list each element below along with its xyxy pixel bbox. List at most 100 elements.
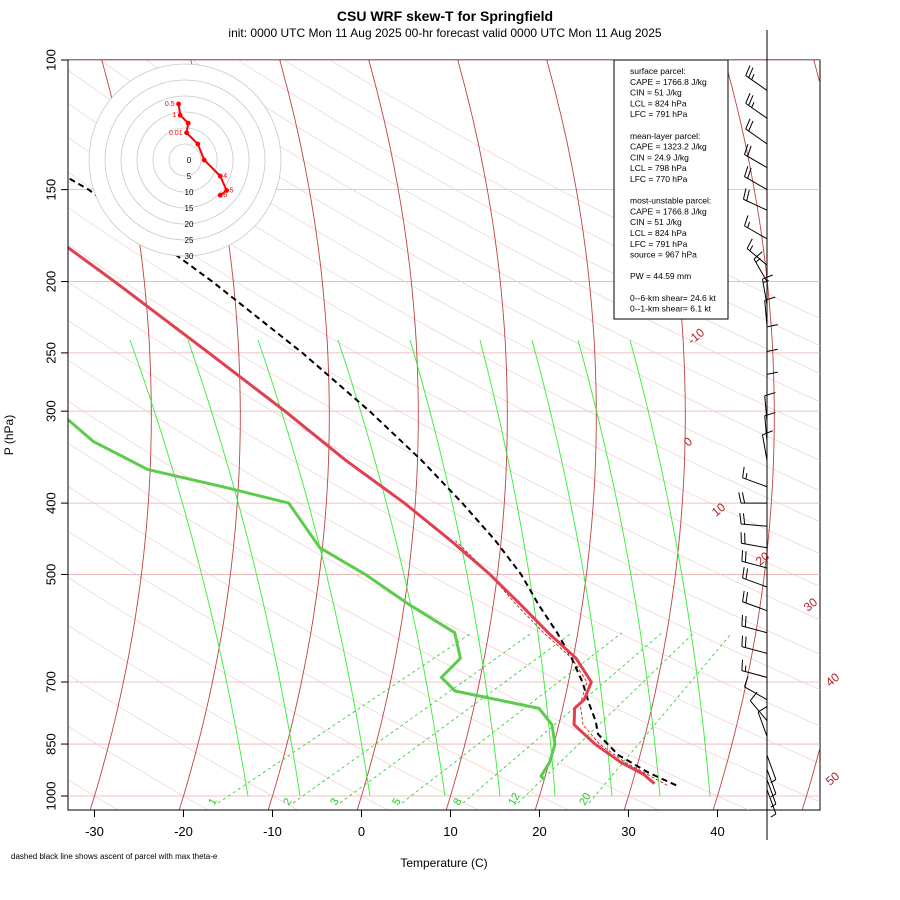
dry-adiabat-line bbox=[68, 530, 569, 810]
wind-barb-shaft bbox=[741, 646, 768, 654]
moist-adiabat-line bbox=[577, 339, 661, 797]
wind-barb-flag bbox=[748, 120, 754, 132]
info-box-line: 0--1-km shear= 6.1 kt bbox=[630, 304, 712, 314]
x-tick-label: 10 bbox=[443, 824, 457, 839]
wind-barb-shaft bbox=[766, 789, 777, 815]
wind-barb-flag bbox=[762, 274, 773, 280]
wind-barb-flag bbox=[766, 348, 778, 352]
wind-barb bbox=[739, 512, 768, 527]
dry-adiabat-line bbox=[68, 400, 820, 803]
wind-barb-shaft bbox=[766, 779, 777, 805]
isotherm-line bbox=[623, 60, 686, 810]
wind-barb-flag bbox=[741, 550, 744, 562]
moist-adiabat-line bbox=[629, 339, 711, 797]
wind-barb bbox=[741, 659, 768, 678]
dry-adiabat-line bbox=[68, 725, 209, 810]
wind-barb-shaft bbox=[742, 601, 768, 612]
wind-barb-flag bbox=[742, 188, 747, 200]
wind-barb bbox=[766, 324, 778, 353]
wind-barb-flag bbox=[741, 492, 746, 504]
mixing-ratio-label: 2 bbox=[281, 796, 294, 807]
mixing-ratio-line bbox=[462, 632, 663, 804]
wind-barb-flag bbox=[742, 590, 745, 602]
isotherm-line bbox=[445, 60, 508, 810]
wind-barb-shaft bbox=[741, 560, 768, 569]
dry-adiabat-line bbox=[68, 137, 820, 555]
hodograph-point bbox=[177, 112, 183, 118]
hodograph-point bbox=[224, 188, 230, 193]
wind-barb bbox=[761, 274, 773, 305]
chart-title: CSU WRF skew-T for Springfield bbox=[337, 8, 553, 24]
mixing-ratio-line bbox=[517, 632, 695, 804]
dry-adiabat-line bbox=[191, 60, 820, 403]
dry-adiabat-line bbox=[68, 674, 299, 810]
wind-barb-shaft bbox=[761, 434, 768, 461]
wind-barb-flag bbox=[749, 245, 754, 252]
hodograph-ring-label: 20 bbox=[185, 220, 194, 229]
wind-barb-flag bbox=[744, 551, 747, 563]
hodograph-ring-label: 5 bbox=[187, 172, 192, 181]
wind-barb-shaft bbox=[749, 700, 768, 721]
dry-adiabat-line bbox=[68, 103, 820, 523]
y-tick-label: 500 bbox=[43, 564, 58, 586]
hodograph-ring-inner bbox=[120, 95, 250, 225]
y-tick-label: 400 bbox=[43, 492, 58, 514]
wind-barb-shaft bbox=[743, 198, 768, 211]
virtual-parcel-trace bbox=[455, 540, 668, 786]
wind-barb bbox=[749, 691, 768, 721]
dry-adiabat-line bbox=[68, 69, 820, 492]
hodograph-point bbox=[176, 101, 182, 107]
hodograph-point bbox=[217, 192, 223, 198]
hodograph-point-label: 5 bbox=[230, 187, 234, 194]
x-tick-label: 30 bbox=[621, 824, 635, 839]
hodograph-ring-label: 10 bbox=[185, 188, 194, 197]
wind-barb bbox=[764, 392, 776, 422]
hodograph-point-label: 4 bbox=[223, 173, 227, 180]
hodograph-ring-inner bbox=[168, 143, 202, 177]
isotherm-label: 30 bbox=[801, 595, 820, 615]
mixing-ratio-label: 8 bbox=[451, 796, 464, 807]
info-box-line: CIN = 51 J/kg bbox=[630, 88, 682, 98]
wind-barb-flag bbox=[746, 238, 753, 249]
wind-barb-shaft bbox=[741, 670, 768, 678]
moist-adiabat-line bbox=[409, 339, 501, 797]
wind-barb bbox=[742, 466, 768, 488]
dry-adiabat-line bbox=[68, 576, 479, 810]
wind-barb bbox=[744, 143, 768, 168]
wind-barb-flag bbox=[742, 513, 746, 525]
wind-barb-flag bbox=[741, 635, 744, 647]
mixing-ratio-label: 12 bbox=[506, 791, 523, 808]
hodograph-point-label: 0.01 bbox=[169, 130, 183, 137]
info-box-line: CAPE = 1766.8 J/kg bbox=[630, 77, 707, 87]
dry-adiabat-line bbox=[68, 359, 820, 764]
wind-barb bbox=[738, 492, 767, 504]
y-axis: 100 150 200 250 300 400 500 700 850 1000 bbox=[43, 49, 69, 811]
moist-adiabat-line bbox=[257, 339, 371, 797]
wind-barb bbox=[764, 412, 776, 442]
isotherm-label: 0 bbox=[681, 434, 695, 449]
wind-barb bbox=[745, 65, 768, 91]
wind-barb-flag bbox=[770, 793, 777, 798]
y-tick-label: 1000 bbox=[43, 782, 58, 811]
mixing-ratio-label: 20 bbox=[577, 791, 594, 808]
wind-barb bbox=[761, 430, 773, 461]
wind-barb-flag bbox=[764, 296, 776, 301]
wind-barb-flag bbox=[739, 512, 742, 525]
isotherm-line bbox=[89, 60, 152, 810]
y-axis-label: P (hPa) bbox=[2, 415, 16, 455]
y-tick-label: 100 bbox=[43, 49, 58, 71]
chart-subtitle: init: 0000 UTC Mon 11 Aug 2025 00-hr for… bbox=[228, 26, 661, 40]
dry-adiabat-line bbox=[68, 171, 820, 587]
wind-barb-shaft bbox=[741, 542, 768, 549]
info-box-line: CAPE = 1766.8 J/kg bbox=[630, 206, 707, 216]
mixing-ratio-line bbox=[401, 632, 623, 804]
wind-barb-shaft bbox=[745, 102, 768, 119]
wind-barb-flag bbox=[748, 95, 754, 106]
wind-barb-flag bbox=[755, 257, 761, 263]
temperature-trace bbox=[68, 245, 656, 785]
wind-barb-shaft bbox=[744, 154, 768, 168]
wind-barb bbox=[744, 215, 768, 240]
wind-barb-flag bbox=[757, 705, 768, 713]
moist-adiabat-line bbox=[479, 339, 556, 797]
hodograph-ring bbox=[88, 63, 282, 257]
